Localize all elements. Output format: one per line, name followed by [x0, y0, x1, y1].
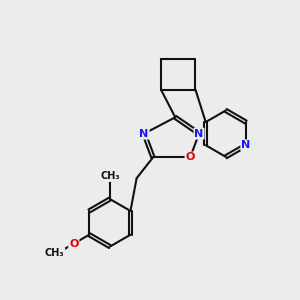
Text: O: O: [69, 238, 79, 249]
Text: O: O: [185, 152, 195, 162]
Text: N: N: [140, 129, 149, 139]
Text: N: N: [194, 129, 204, 139]
Text: CH₃: CH₃: [100, 171, 120, 181]
Text: CH₃: CH₃: [45, 248, 64, 258]
Text: N: N: [241, 140, 250, 150]
